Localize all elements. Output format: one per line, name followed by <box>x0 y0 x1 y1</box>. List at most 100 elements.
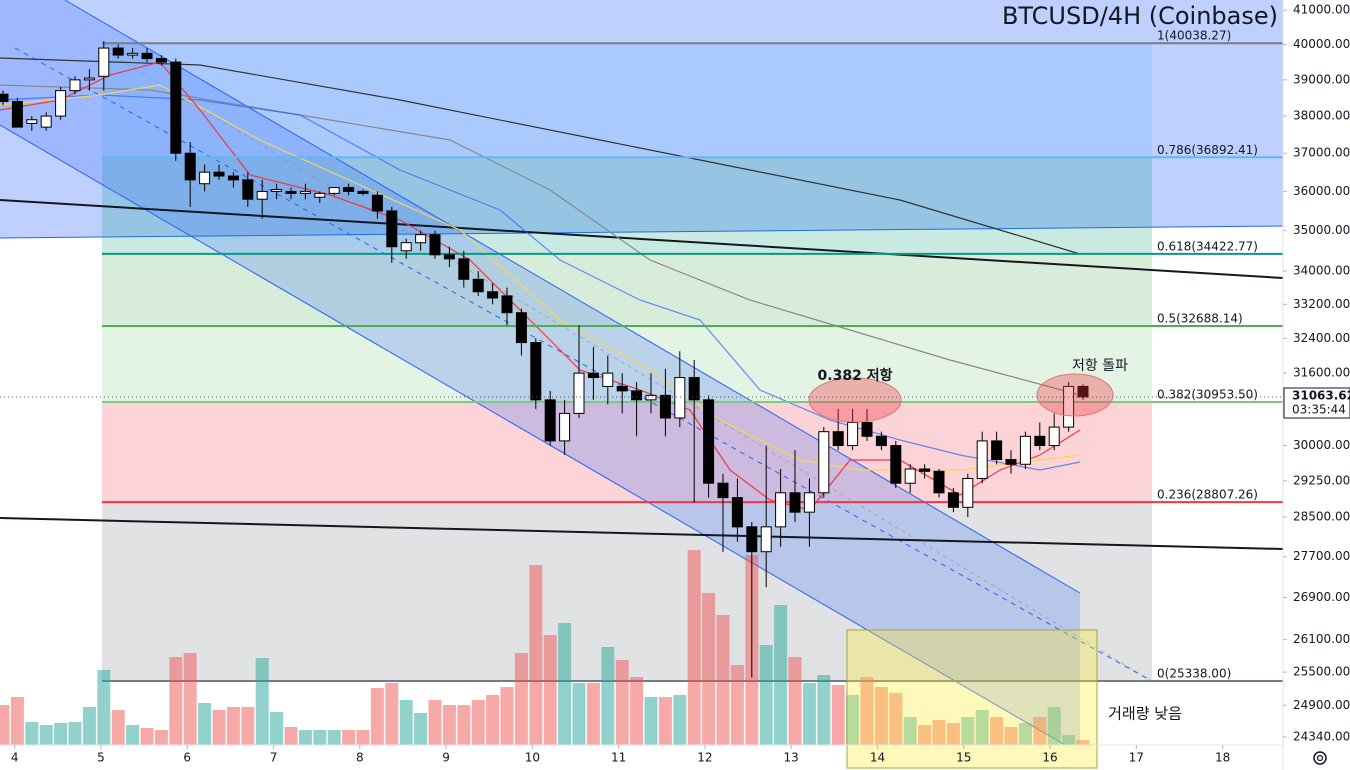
volume-bar <box>54 723 68 745</box>
volume-bar <box>817 675 831 745</box>
settings-icon[interactable] <box>1313 751 1327 765</box>
volume-bar <box>514 653 528 745</box>
candle-body <box>587 372 599 379</box>
x-tick-label: 4 <box>11 751 19 765</box>
candle-body <box>688 377 700 401</box>
trend-line <box>0 199 1284 279</box>
x-tick-label: 18 <box>1215 751 1230 765</box>
candle-body <box>199 171 211 185</box>
volume-bar <box>486 695 500 745</box>
x-tick-label: 11 <box>611 751 626 765</box>
candle-body <box>991 440 1003 461</box>
y-tick-label: 26100.00 <box>1293 632 1350 646</box>
candle-body <box>501 295 513 314</box>
volume-bar <box>788 657 802 745</box>
volume-bar <box>874 687 888 745</box>
volume-bar <box>442 705 456 745</box>
x-tick-label: 8 <box>356 751 364 765</box>
candle-body <box>256 190 268 200</box>
candle-body <box>55 90 67 117</box>
candle-body <box>40 115 52 128</box>
candle-body <box>803 492 815 513</box>
candle-body <box>429 234 441 256</box>
fib-label: 0.382(30953.50) <box>1157 387 1258 401</box>
volume-bar <box>586 683 600 745</box>
fib-label: 0.236(28807.26) <box>1157 488 1258 502</box>
volume-bar <box>212 710 226 745</box>
volume-bar <box>601 647 615 745</box>
volume-bar <box>1018 723 1032 745</box>
candle-body <box>631 390 643 401</box>
volume-bar <box>903 717 917 745</box>
candle-body <box>904 468 916 484</box>
volume-bar <box>529 565 543 745</box>
volume-bar <box>500 687 514 745</box>
last-price-label: 31063.62 <box>1292 388 1350 402</box>
candle-body <box>271 188 283 192</box>
y-tick-label: 34000.00 <box>1293 264 1350 278</box>
volume-bar <box>154 730 168 745</box>
candle-body <box>184 152 196 181</box>
y-tick-label: 40000.00 <box>1293 37 1350 51</box>
y-tick-label: 36000.00 <box>1293 184 1350 198</box>
volume-bar <box>946 723 960 745</box>
candle-body <box>285 190 297 194</box>
y-tick-label: 26900.00 <box>1293 590 1350 604</box>
volume-bar <box>313 730 327 745</box>
volume-bar <box>558 623 572 745</box>
candle-body <box>861 422 873 437</box>
volume-bar <box>846 695 860 745</box>
y-tick-label: 35000.00 <box>1293 223 1350 237</box>
y-tick-label: 39000.00 <box>1293 72 1350 86</box>
candle-body <box>544 399 556 442</box>
volume-bar <box>1047 707 1061 745</box>
candle-body <box>386 210 398 248</box>
volume-bar <box>298 730 312 745</box>
volume-bar <box>802 683 816 745</box>
candle-body <box>616 385 628 392</box>
candle-body <box>472 278 484 293</box>
candle-body <box>1005 459 1017 465</box>
y-tick-label: 37000.00 <box>1293 146 1350 160</box>
volume-bar <box>831 685 845 745</box>
candle-body <box>775 492 787 528</box>
x-tick-label: 17 <box>1129 751 1144 765</box>
volume-bar <box>673 695 687 745</box>
volume-bar <box>658 697 672 745</box>
last-price-tag <box>1283 387 1350 419</box>
volume-bar <box>702 593 716 745</box>
candle-body <box>746 526 758 553</box>
volume-bar <box>198 703 212 745</box>
volume-bar <box>241 707 255 745</box>
candle-body <box>314 192 326 198</box>
volume-bar <box>644 697 658 745</box>
candle-body <box>847 422 859 447</box>
candle-body <box>1019 435 1031 465</box>
x-tick-label: 13 <box>784 751 799 765</box>
candle-body <box>155 58 167 63</box>
volume-bar <box>126 725 140 745</box>
channel-mid <box>14 47 1151 681</box>
x-tick-label: 16 <box>1042 751 1057 765</box>
y-tick-label: 24340.00 <box>1293 729 1350 743</box>
fib-zone <box>102 43 1152 158</box>
y-tick-label: 27700.00 <box>1293 549 1350 563</box>
candle-body <box>645 394 657 401</box>
volume-bar <box>0 705 10 745</box>
fib-zone <box>102 253 1152 326</box>
candle-body <box>0 93 9 102</box>
channel-lower <box>0 124 1066 746</box>
countdown-label: 03:35:44 <box>1292 402 1346 416</box>
candle-body <box>328 187 340 194</box>
volume-bar <box>270 712 284 745</box>
candle-body <box>112 47 124 56</box>
fib-label: 0.618(34422.77) <box>1157 239 1258 253</box>
y-tick-label: 30000.00 <box>1293 438 1350 452</box>
candle-body <box>602 372 614 387</box>
candle-body <box>170 61 182 154</box>
candle-body <box>227 175 239 181</box>
y-tick-label: 33200.00 <box>1293 297 1350 311</box>
volume-bar <box>975 710 989 745</box>
x-tick-label: 6 <box>183 751 191 765</box>
trend-line <box>0 517 1284 550</box>
